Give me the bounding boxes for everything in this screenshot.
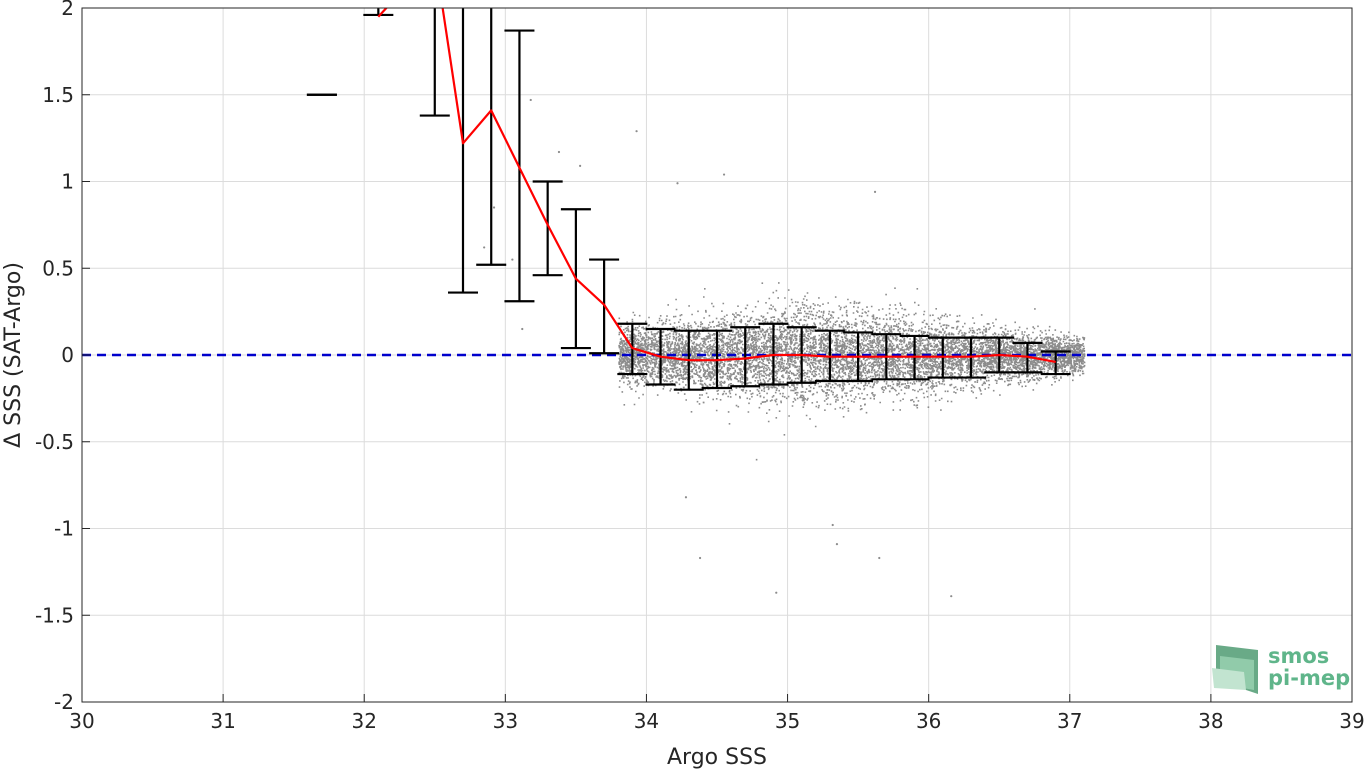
scatter-outlier-point: [835, 543, 839, 546]
scatter-outlier-point: [873, 190, 877, 194]
scatter-outlier-point: [775, 591, 778, 594]
scatter-outlier-point: [521, 327, 524, 331]
scatter-outlier-point: [722, 173, 726, 176]
scatter-outlier-point: [529, 98, 532, 102]
scatter-outlier-point: [492, 206, 496, 209]
error-bar: [730, 326, 761, 388]
y-tick-label: 1: [61, 170, 74, 194]
x-tick-label: 35: [775, 709, 800, 733]
y-axis-label: Δ SSS (SAT-Argo): [1, 262, 26, 448]
scatter-outlier-point: [557, 150, 561, 154]
y-tick-label: 0.5: [42, 256, 74, 280]
logo-mark-icon: [1212, 645, 1258, 694]
smos-pi-mep-logo: smos pi-mep: [1212, 644, 1350, 694]
mean-line: [377, 8, 1056, 363]
scatter-outlier-point: [511, 258, 514, 261]
y-tick-label: 2: [61, 0, 74, 20]
x-tick-label: 30: [69, 709, 94, 733]
y-tick-label: -1.5: [35, 603, 74, 627]
y-tick-label: 1.5: [42, 83, 74, 107]
scatter-outlier-point: [831, 523, 834, 527]
x-tick-label: 36: [916, 709, 941, 733]
x-tick-label: 32: [351, 709, 376, 733]
y-tick-label: -1: [54, 517, 74, 541]
scatter-outlier-point: [950, 595, 953, 598]
y-tick-label: 0: [61, 343, 74, 367]
scatter-outlier-point: [483, 246, 486, 249]
logo-text-line2: pi-mep: [1268, 666, 1350, 690]
x-tick-label: 39: [1339, 709, 1364, 733]
axis-ticks: 30 31 32 33 34 35 36 37 38 39 -2 -1.5 -1 -0.5 0 0.5 1 1.5…: [35, 0, 1365, 733]
scatter-outlier-point: [698, 556, 702, 560]
scatter-outlier-point: [579, 164, 582, 167]
error-bars: [306, 8, 1071, 391]
error-bar: [363, 8, 394, 17]
logo-text-line1: smos: [1268, 644, 1329, 668]
scatter-outlier-point: [676, 182, 679, 185]
error-bar: [532, 180, 563, 277]
mean-series-line: [377, 8, 1056, 363]
y-tick-label: -2: [54, 690, 74, 714]
x-tick-label: 34: [634, 709, 659, 733]
error-bar: [448, 8, 478, 294]
x-tick-label: 31: [210, 709, 235, 733]
scatter-outlier-point: [684, 496, 688, 499]
x-tick-label: 37: [1057, 709, 1082, 733]
x-axis-label: Argo SSS: [667, 745, 767, 770]
scatter-outlier-point: [878, 556, 881, 560]
y-tick-label: -0.5: [35, 430, 74, 454]
x-tick-label: 38: [1198, 709, 1223, 733]
error-bar: [1040, 350, 1071, 376]
error-bar: [419, 8, 450, 117]
x-tick-label: 33: [493, 709, 518, 733]
error-bar: [476, 8, 507, 266]
scatter-outlier-point: [635, 130, 638, 133]
